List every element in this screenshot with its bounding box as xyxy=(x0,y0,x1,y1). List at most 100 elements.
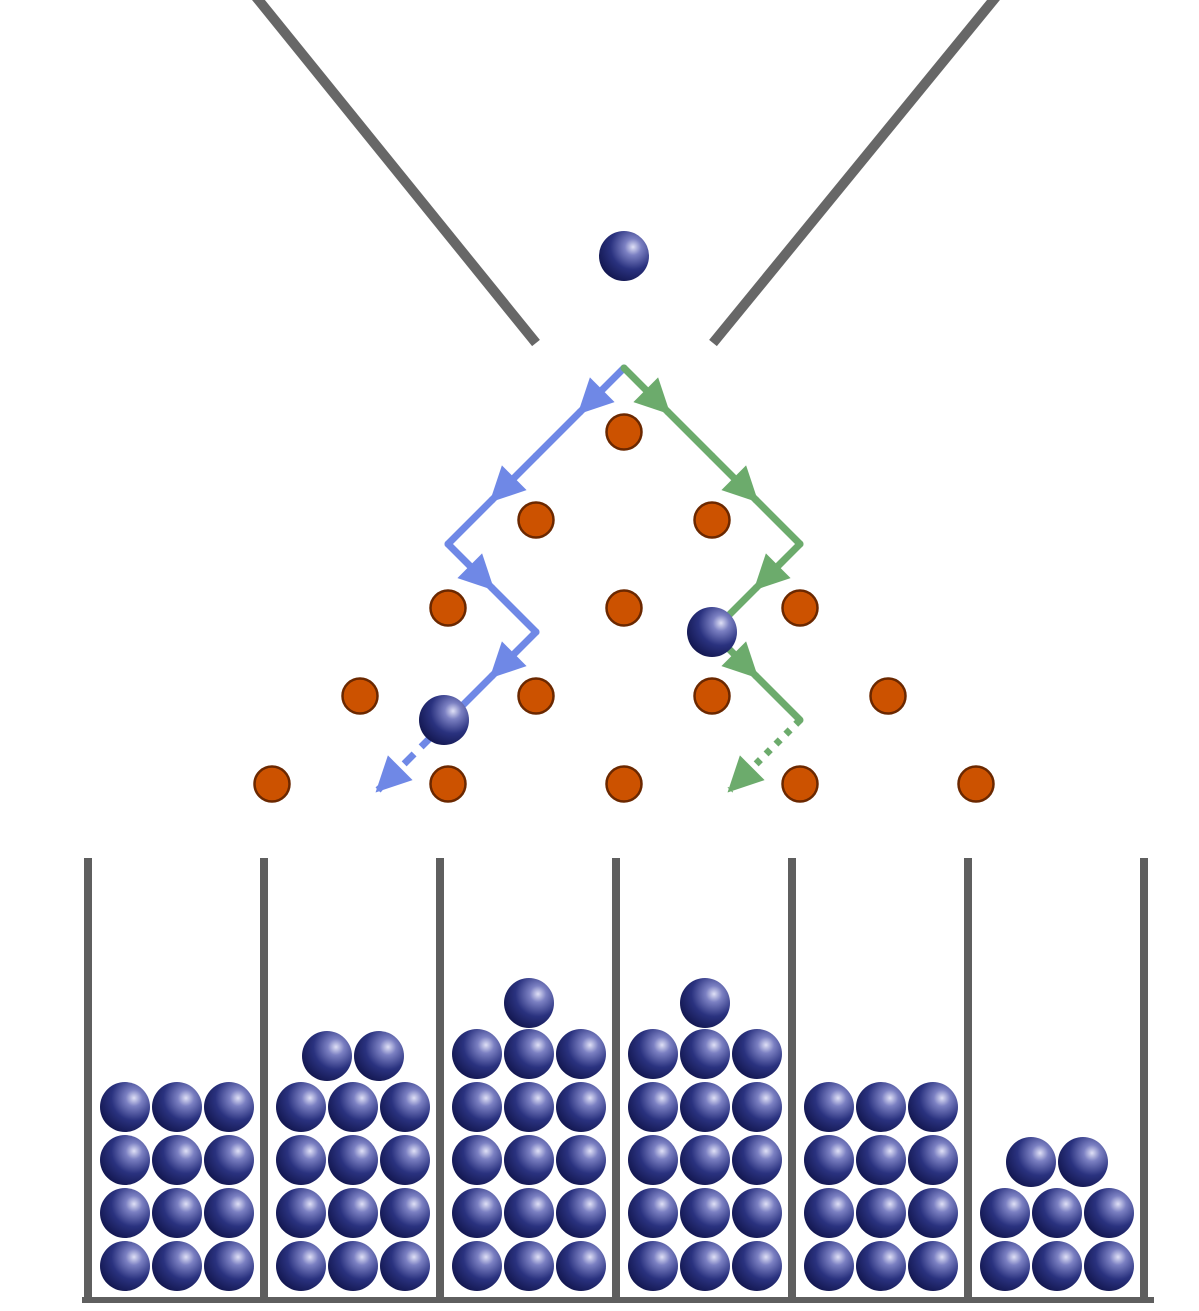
path-step xyxy=(532,408,584,460)
ball-icon xyxy=(908,1241,958,1291)
ball-icon xyxy=(599,231,649,281)
peg-icon xyxy=(781,589,819,627)
ball-icon xyxy=(1084,1188,1134,1238)
ball-icon xyxy=(628,1188,678,1238)
ball-icon xyxy=(980,1241,1030,1291)
ball-icon xyxy=(628,1135,678,1185)
peg-icon xyxy=(605,765,643,803)
ball-icon xyxy=(204,1135,254,1185)
ball-icon xyxy=(100,1241,150,1291)
ball-icon xyxy=(276,1241,326,1291)
path-step-arrow xyxy=(752,540,804,592)
right-path xyxy=(620,364,804,793)
peg-icon xyxy=(341,677,379,715)
funnel-left-wall xyxy=(252,0,540,347)
peg-icon xyxy=(693,677,731,715)
ball-icon xyxy=(504,1241,554,1291)
funnel-right-wall xyxy=(709,0,1000,347)
ball-icon xyxy=(504,1029,554,1079)
ball-icon xyxy=(452,1082,502,1132)
ball-icon xyxy=(556,1082,606,1132)
ball-icon xyxy=(680,1188,730,1238)
ball-icon xyxy=(452,1135,502,1185)
ball-icon xyxy=(204,1188,254,1238)
ball-icon xyxy=(100,1188,150,1238)
path-step xyxy=(752,496,804,548)
peg-icon xyxy=(429,589,467,627)
ball-icon xyxy=(680,1241,730,1291)
peg-icon xyxy=(517,677,555,715)
path-step xyxy=(444,496,496,548)
ball-icon xyxy=(504,978,554,1028)
ball-icon xyxy=(380,1082,430,1132)
ball-icon xyxy=(1006,1137,1056,1187)
peg-icon xyxy=(429,765,467,803)
ball-icon xyxy=(556,1241,606,1291)
ball-icon xyxy=(804,1135,854,1185)
ball-icon xyxy=(908,1188,958,1238)
ball-icon xyxy=(100,1082,150,1132)
ball-icon xyxy=(732,1241,782,1291)
path-step-arrow xyxy=(488,452,540,504)
ball-icon xyxy=(276,1135,326,1185)
path-step-arrow xyxy=(375,717,451,793)
ball-icon xyxy=(980,1188,1030,1238)
ball-icon xyxy=(452,1029,502,1079)
ball-icon xyxy=(276,1082,326,1132)
ball-icon xyxy=(354,1031,404,1081)
ball-icon xyxy=(804,1241,854,1291)
path-step-arrow xyxy=(620,364,672,416)
ball-icon xyxy=(380,1135,430,1185)
path-step xyxy=(488,584,540,636)
path-step-arrow xyxy=(727,717,803,793)
ball-icon xyxy=(504,1135,554,1185)
ball-icon xyxy=(1032,1241,1082,1291)
ball-icon xyxy=(328,1082,378,1132)
ball-icon xyxy=(380,1188,430,1238)
funnel xyxy=(252,0,1000,347)
ball-paths xyxy=(375,364,804,793)
ball-icon xyxy=(328,1135,378,1185)
ball-icon xyxy=(680,1135,730,1185)
peg-icon xyxy=(605,413,643,451)
ball-icon xyxy=(1058,1137,1108,1187)
ball-icon xyxy=(380,1241,430,1291)
ball-icon xyxy=(908,1082,958,1132)
ball-icon xyxy=(504,1082,554,1132)
path-step-arrow xyxy=(444,540,496,592)
ball-icon xyxy=(276,1188,326,1238)
ball-icon xyxy=(556,1135,606,1185)
path-step-arrow xyxy=(708,452,760,504)
peg-icon xyxy=(605,589,643,627)
ball-icon xyxy=(152,1241,202,1291)
ball-icon xyxy=(1032,1188,1082,1238)
ball-icon xyxy=(628,1241,678,1291)
peg-icon xyxy=(957,765,995,803)
left-path xyxy=(375,364,628,793)
ball-icon xyxy=(556,1029,606,1079)
ball-icon xyxy=(732,1188,782,1238)
path-step xyxy=(664,408,716,460)
peg-icon xyxy=(693,501,731,539)
ball-icon xyxy=(680,978,730,1028)
ball-icon xyxy=(204,1082,254,1132)
ball-icon xyxy=(152,1188,202,1238)
ball-icon xyxy=(100,1135,150,1185)
ball-icon xyxy=(1084,1241,1134,1291)
ball-icon xyxy=(328,1241,378,1291)
peg-icon xyxy=(253,765,291,803)
peg-icon xyxy=(517,501,555,539)
ball-icon xyxy=(152,1135,202,1185)
ball-icon xyxy=(856,1188,906,1238)
ball-icon xyxy=(856,1241,906,1291)
ball-icon xyxy=(152,1082,202,1132)
falling-balls xyxy=(419,231,737,745)
collected-balls xyxy=(100,978,1134,1291)
ball-icon xyxy=(419,695,469,745)
ball-icon xyxy=(628,1029,678,1079)
ball-icon xyxy=(856,1082,906,1132)
path-step-arrow xyxy=(488,628,540,680)
peg-icon xyxy=(869,677,907,715)
path-step-arrow xyxy=(576,364,628,416)
